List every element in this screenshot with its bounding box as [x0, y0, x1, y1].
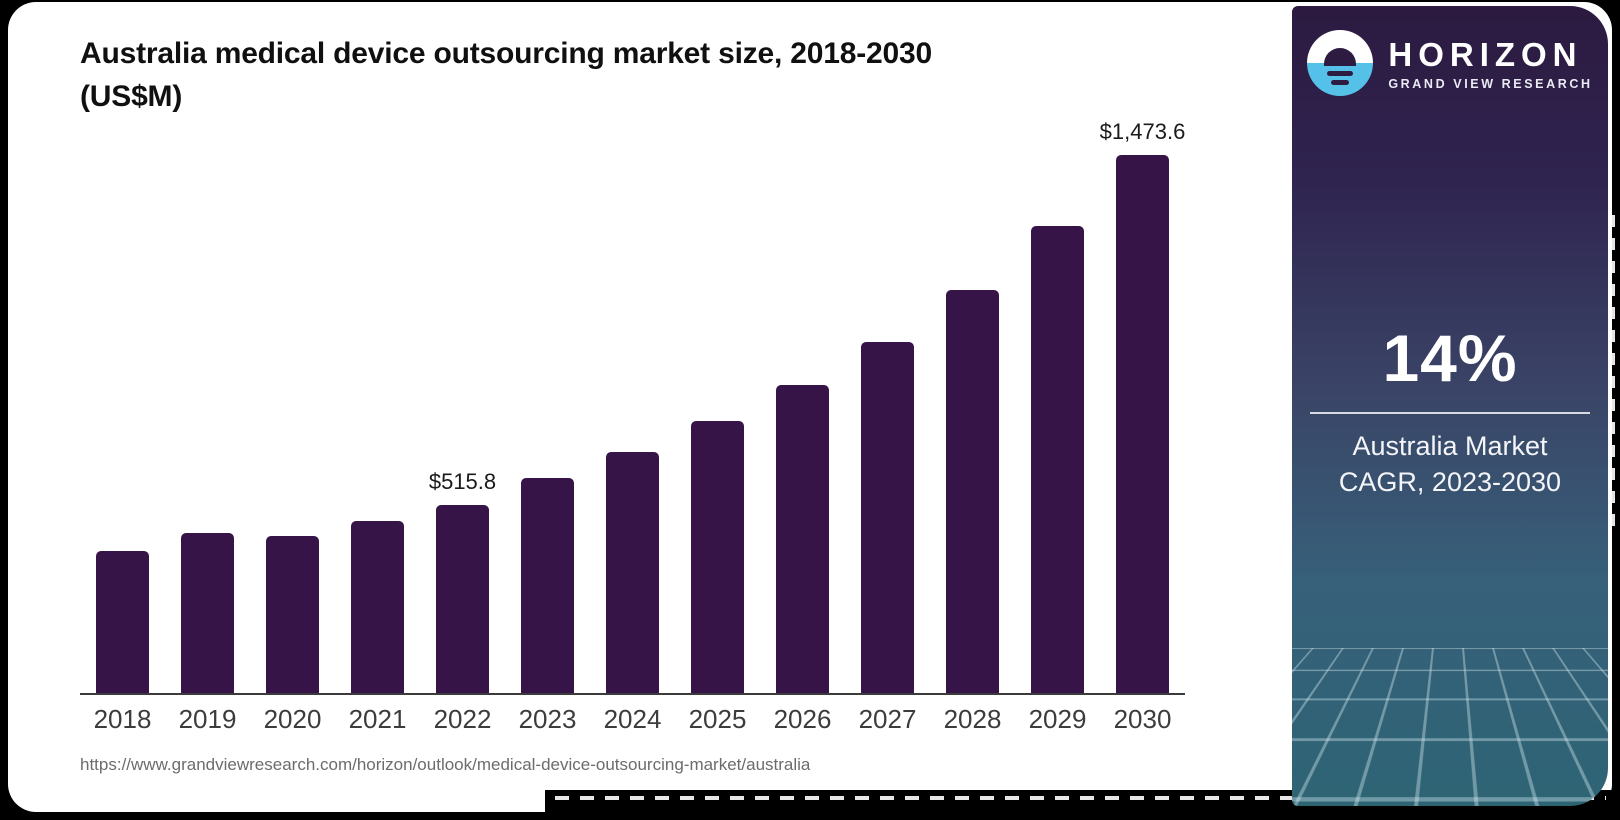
bar-2019: [181, 533, 234, 693]
cagr-caption-line1: Australia Market: [1352, 431, 1548, 461]
chart-title-line2: (US$M): [80, 80, 183, 113]
sunrise-reflection-line-1: [1327, 71, 1354, 76]
cagr-stat-block: 14% Australia Market CAGR, 2023-2030: [1292, 320, 1608, 500]
cagr-caption-line2: CAGR, 2023-2030: [1338, 467, 1562, 497]
x-axis-label-2026: 2026: [773, 704, 832, 734]
x-axis-label-2024: 2024: [603, 704, 662, 734]
brand-logo: HORIZON GRAND VIEW RESEARCH: [1292, 30, 1608, 96]
bar-value-label-2030: $1,473.6: [1099, 119, 1186, 144]
bar-chart-plot-area: $515.8 $1,473.6: [80, 102, 1185, 693]
x-axis-label-2021: 2021: [348, 704, 407, 734]
bar-2022: [436, 505, 489, 693]
x-axis-label-2027: 2027: [858, 704, 917, 734]
x-axis-label-2025: 2025: [688, 704, 747, 734]
bar-slot-2023: [505, 102, 590, 693]
brand-sidebar: HORIZON GRAND VIEW RESEARCH 14% Australi…: [1292, 6, 1608, 806]
x-axis-label-2029: 2029: [1028, 704, 1087, 734]
bar-slot-2021: [335, 102, 420, 693]
bar-slot-2030: $1,473.6: [1100, 102, 1185, 693]
chart-title: Australia medical device outsourcing mar…: [80, 32, 1180, 118]
stat-divider: [1310, 412, 1590, 414]
brand-text-block: HORIZON GRAND VIEW RESEARCH: [1388, 36, 1592, 91]
bar-2026: [776, 385, 829, 693]
sunrise-reflection-line-2: [1331, 80, 1350, 85]
bar-2023: [521, 478, 574, 693]
bar-2027: [861, 342, 914, 693]
bar-2030: [1116, 155, 1169, 693]
bar-2018: [96, 551, 149, 693]
bar-slot-2022: $515.8: [420, 102, 505, 693]
source-url: https://www.grandviewresearch.com/horizo…: [80, 755, 811, 774]
x-axis-line: [80, 693, 1185, 695]
bar-slot-2026: [760, 102, 845, 693]
cagr-value: 14%: [1382, 321, 1518, 395]
right-edge-dashes-decoration: [1612, 215, 1615, 535]
chart-title-line1: Australia medical device outsourcing mar…: [80, 37, 932, 70]
x-axis-label-2030: 2030: [1113, 704, 1172, 734]
bar-2021: [351, 521, 404, 693]
bottom-dashes-decoration: [555, 796, 1606, 800]
bar-slot-2029: [1015, 102, 1100, 693]
bar-2029: [1031, 226, 1084, 693]
bar-2028: [946, 290, 999, 693]
horizon-sunrise-icon: [1307, 30, 1374, 96]
x-axis-label-2028: 2028: [943, 704, 1002, 734]
bar-slot-2018: [80, 102, 165, 693]
bar-slot-2028: [930, 102, 1015, 693]
wireframe-mesh-decoration: [1292, 648, 1608, 806]
bar-2024: [606, 452, 659, 693]
bar-slot-2019: [165, 102, 250, 693]
x-axis-label-2023: 2023: [518, 704, 577, 734]
bar-slot-2025: [675, 102, 760, 693]
bar-value-label-2022: $515.8: [428, 469, 497, 494]
brand-tagline: GRAND VIEW RESEARCH: [1388, 76, 1593, 91]
x-axis-label-2019: 2019: [178, 704, 237, 734]
x-axis-label-2020: 2020: [263, 704, 322, 734]
brand-name: HORIZON: [1388, 35, 1583, 73]
x-axis-label-2022: 2022: [433, 704, 492, 734]
infographic-card: Australia medical device outsourcing mar…: [8, 2, 1612, 812]
bar-slot-2020: [250, 102, 335, 693]
bar-slot-2027: [845, 102, 930, 693]
bar-2020: [266, 536, 319, 693]
x-axis-label-2018: 2018: [93, 704, 152, 734]
x-axis-labels: 2018 2019 2020 2021 2022 2023 2024 2025 2026 2027…: [80, 704, 1185, 735]
sunrise-dome-shape: [1324, 48, 1357, 66]
bar-2025: [691, 421, 744, 693]
bar-slot-2024: [590, 102, 675, 693]
